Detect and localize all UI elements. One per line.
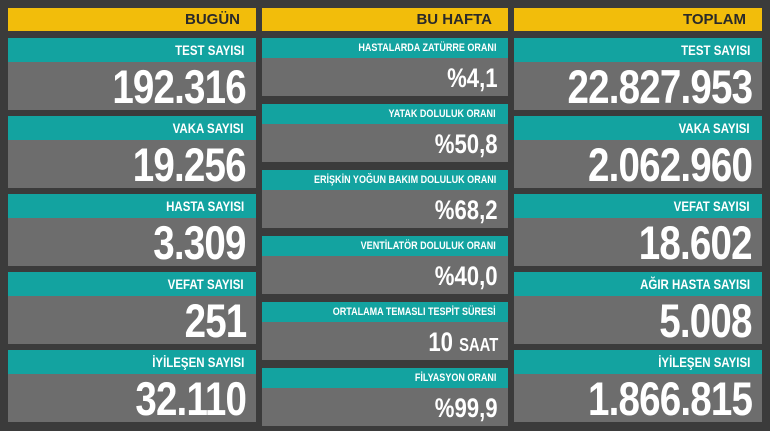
stat-value-box: 192.316 bbox=[8, 62, 256, 110]
stat-label: VEFAT SAYISI bbox=[168, 276, 244, 292]
stat-value: 2.062.960 bbox=[587, 140, 753, 188]
stat-value-box: 251 bbox=[8, 296, 256, 344]
stat-unit: SAAT bbox=[458, 335, 498, 355]
stat-value-box: %68,2 bbox=[262, 190, 508, 228]
stat-value: 22.827.953 bbox=[567, 62, 753, 110]
stat-label-bar: VEFAT SAYISI bbox=[514, 194, 762, 218]
stat-value: 5.008 bbox=[659, 296, 753, 344]
stat-label-bar: HASTALARDA ZATÜRRE ORANI bbox=[262, 38, 508, 58]
stat-card: ERİŞKİN YOĞUN BAKIM DOLULUK ORANI %68,2 bbox=[262, 170, 508, 228]
stat-label: HASTA SAYISI bbox=[165, 198, 244, 214]
stat-label: TEST SAYISI bbox=[680, 42, 750, 58]
total-column: TOPLAM TEST SAYISI 22.827.953 VAKA SAYISI 2… bbox=[514, 8, 762, 422]
column-header: BU HAFTA bbox=[262, 8, 508, 31]
stat-value: 1.866.815 bbox=[587, 374, 753, 422]
stat-label-bar: FİLYASYON ORANI bbox=[262, 368, 508, 388]
stat-value-box: 18.602 bbox=[514, 218, 762, 266]
stat-label: İYİLEŞEN SAYISI bbox=[657, 354, 750, 370]
stat-label: AĞIR HASTA SAYISI bbox=[640, 276, 750, 292]
stat-label-bar: ORTALAMA TEMASLI TESPİT SÜRESİ bbox=[262, 302, 508, 322]
stat-card: HASTALARDA ZATÜRRE ORANI %4,1 bbox=[262, 38, 508, 96]
stat-card: İYİLEŞEN SAYISI 32.110 bbox=[8, 350, 256, 422]
stat-label: VENTİLATÖR DOLULUK ORANI bbox=[360, 240, 496, 252]
stat-card: VEFAT SAYISI 251 bbox=[8, 272, 256, 344]
stat-label: VAKA SAYISI bbox=[172, 120, 244, 136]
stat-value-box: %99,9 bbox=[262, 388, 508, 426]
stat-value: %4,1 bbox=[447, 63, 498, 93]
stat-card: ORTALAMA TEMASLI TESPİT SÜRESİ 10 SAAT bbox=[262, 302, 508, 360]
stat-label: VAKA SAYISI bbox=[678, 120, 750, 136]
stat-value-box: 22.827.953 bbox=[514, 62, 762, 110]
stat-label-bar: TEST SAYISI bbox=[8, 38, 256, 62]
stat-value: 192.316 bbox=[112, 62, 246, 110]
stat-label-bar: VAKA SAYISI bbox=[514, 116, 762, 140]
stat-label: FİLYASYON ORANI bbox=[414, 372, 496, 384]
stat-label-bar: İYİLEŞEN SAYISI bbox=[514, 350, 762, 374]
stat-card: VENTİLATÖR DOLULUK ORANI %40,0 bbox=[262, 236, 508, 294]
stat-label-bar: AĞIR HASTA SAYISI bbox=[514, 272, 762, 296]
stat-card: VEFAT SAYISI 18.602 bbox=[514, 194, 762, 266]
stat-label-bar: VEFAT SAYISI bbox=[8, 272, 256, 296]
stat-label-bar: ERİŞKİN YOĞUN BAKIM DOLULUK ORANI bbox=[262, 170, 508, 190]
this-week-column: BU HAFTA HASTALARDA ZATÜRRE ORANI %4,1 YAT… bbox=[262, 8, 508, 426]
stat-value-box: 2.062.960 bbox=[514, 140, 762, 188]
stat-value-box: %4,1 bbox=[262, 58, 508, 96]
today-column: BUGÜN TEST SAYISI 192.316 VAKA SAYISI 19.25… bbox=[8, 8, 256, 422]
stat-card: YATAK DOLULUK ORANI %50,8 bbox=[262, 104, 508, 162]
stat-value: 18.602 bbox=[639, 218, 753, 266]
stat-card: İYİLEŞEN SAYISI 1.866.815 bbox=[514, 350, 762, 422]
stat-label-bar: TEST SAYISI bbox=[514, 38, 762, 62]
stat-label: İYİLEŞEN SAYISI bbox=[151, 354, 244, 370]
stat-value: %50,8 bbox=[435, 129, 498, 159]
stat-value: 32.110 bbox=[135, 374, 247, 422]
stat-label: VEFAT SAYISI bbox=[674, 198, 750, 214]
stat-value: 3.309 bbox=[153, 218, 247, 266]
stat-label-bar: VENTİLATÖR DOLULUK ORANI bbox=[262, 236, 508, 256]
stat-value-box: 19.256 bbox=[8, 140, 256, 188]
stat-card: TEST SAYISI 22.827.953 bbox=[514, 38, 762, 110]
stat-value: %68,2 bbox=[435, 195, 498, 225]
stat-label-bar: VAKA SAYISI bbox=[8, 116, 256, 140]
stat-label: TEST SAYISI bbox=[174, 42, 244, 58]
stat-label: ERİŞKİN YOĞUN BAKIM DOLULUK ORANI bbox=[313, 174, 496, 186]
stat-label: ORTALAMA TEMASLI TESPİT SÜRESİ bbox=[333, 306, 496, 318]
stat-value: 19.256 bbox=[133, 140, 247, 188]
stat-label-bar: İYİLEŞEN SAYISI bbox=[8, 350, 256, 374]
stat-label: HASTALARDA ZATÜRRE ORANI bbox=[357, 42, 496, 54]
stat-value-box: 1.866.815 bbox=[514, 374, 762, 422]
stat-label: YATAK DOLULUK ORANI bbox=[388, 108, 496, 120]
stat-value: 251 bbox=[184, 296, 247, 344]
stat-value-box: %50,8 bbox=[262, 124, 508, 162]
stat-value-box: 32.110 bbox=[8, 374, 256, 422]
column-header: TOPLAM bbox=[514, 8, 762, 31]
stat-label-bar: HASTA SAYISI bbox=[8, 194, 256, 218]
stat-value-box: 5.008 bbox=[514, 296, 762, 344]
stat-value: %99,9 bbox=[435, 393, 498, 423]
stat-value: %40,0 bbox=[435, 261, 498, 291]
column-header: BUGÜN bbox=[8, 8, 256, 31]
stat-value-box: 10 SAAT bbox=[262, 322, 508, 360]
stat-card: VAKA SAYISI 19.256 bbox=[8, 116, 256, 188]
stat-card: TEST SAYISI 192.316 bbox=[8, 38, 256, 110]
stat-value-box: %40,0 bbox=[262, 256, 508, 294]
stat-card: HASTA SAYISI 3.309 bbox=[8, 194, 256, 266]
stat-card: AĞIR HASTA SAYISI 5.008 bbox=[514, 272, 762, 344]
stat-value: 10 bbox=[428, 327, 453, 357]
stat-card: FİLYASYON ORANI %99,9 bbox=[262, 368, 508, 426]
stat-value-box: 3.309 bbox=[8, 218, 256, 266]
stat-card: VAKA SAYISI 2.062.960 bbox=[514, 116, 762, 188]
stat-label-bar: YATAK DOLULUK ORANI bbox=[262, 104, 508, 124]
